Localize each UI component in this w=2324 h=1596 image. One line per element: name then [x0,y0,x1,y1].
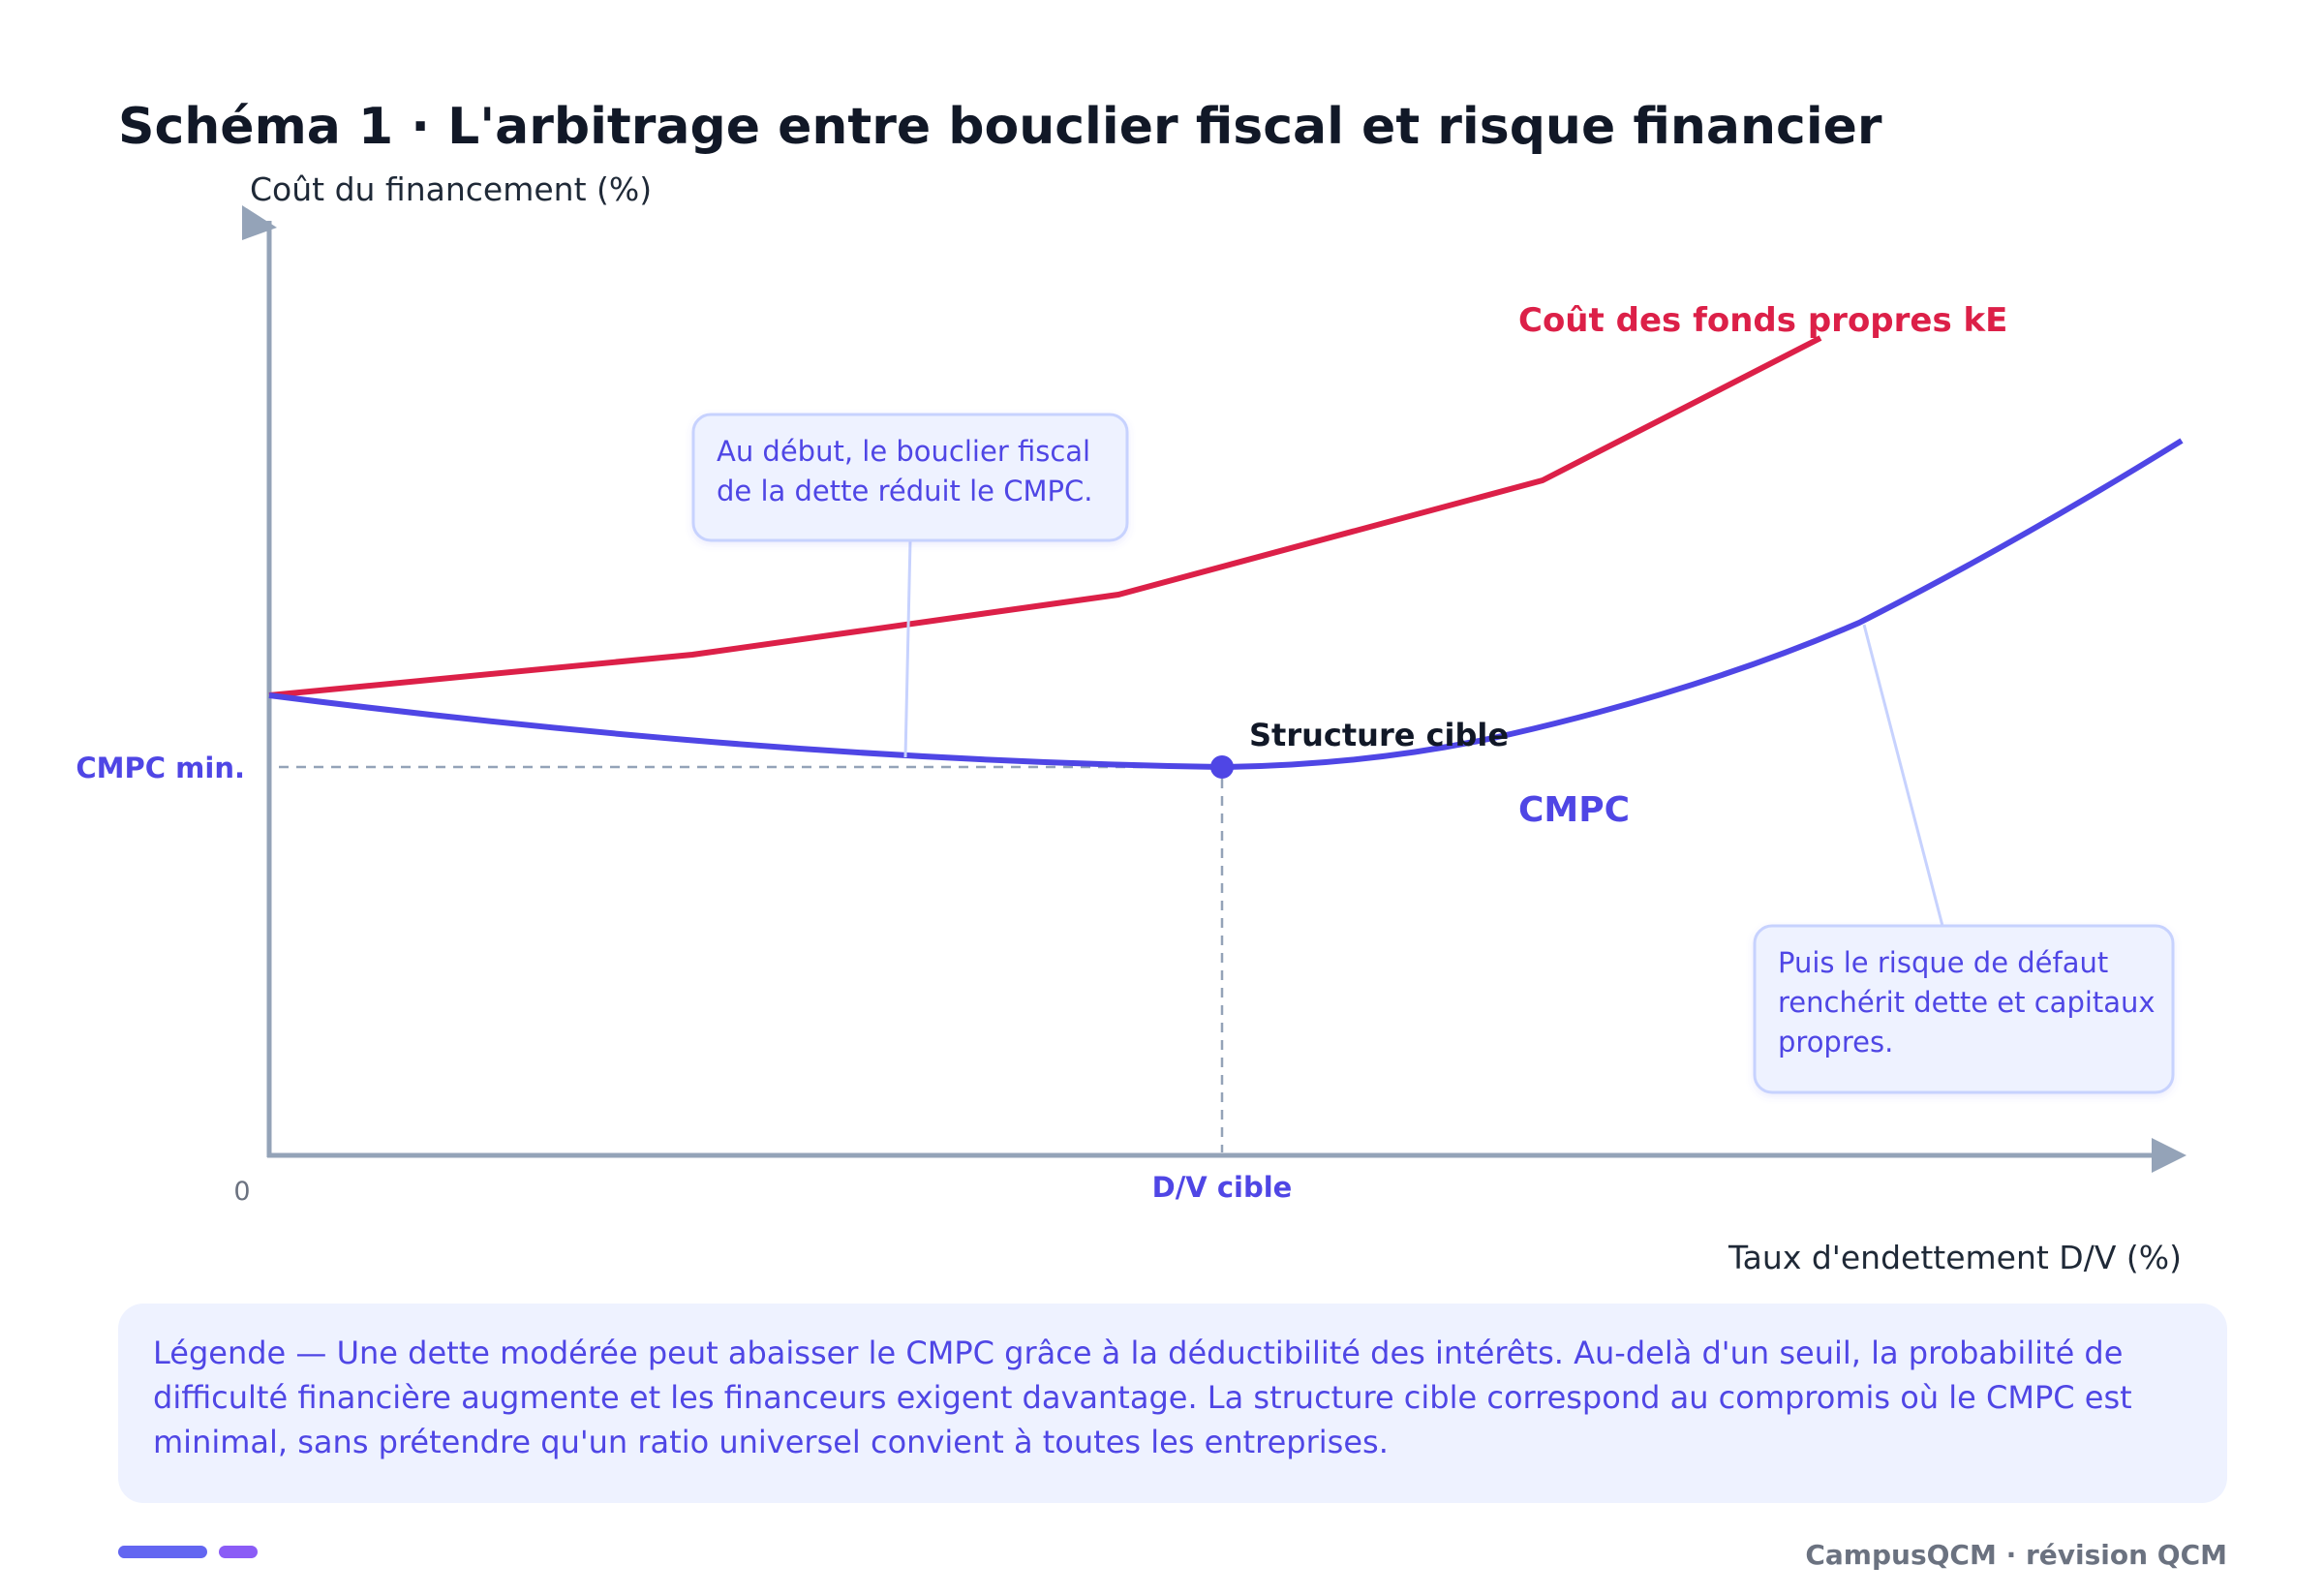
footer-accent-bar-2 [219,1546,258,1558]
axes [242,205,2186,1173]
y-axis-arrow-icon [242,205,277,240]
callout-tax-shield-box [691,413,1129,542]
cmpc-min-label: CMPC min. [76,752,245,784]
target-dv-label: D/V cible [1152,1171,1293,1204]
equity-series-label: Coût des fonds propres kE [1518,301,2007,340]
legend-panel: Légende — Une dette modérée peut abaisse… [118,1304,2227,1503]
legend-line-2: difficulté financière augmente et les fi… [153,1379,2132,1416]
x-axis-title: Taux d'endettement D/V (%) [1728,1239,2182,1276]
callout-default-risk: Puis le risque de défaut renchérit dette… [1753,624,2175,1094]
legend-line-3: minimal, sans prétendre qu'un ratio univ… [153,1424,1389,1460]
legend-box [118,1304,2227,1503]
legend-line-1: Légende — Une dette modérée peut abaisse… [153,1335,2123,1371]
x-axis-arrow-icon [2152,1138,2186,1173]
callout-default-risk-line-2: renchérit dette et capitaux [1778,986,2156,1019]
y-axis-title: Coût du financement (%) [250,170,652,208]
wacc-curve [268,438,2184,770]
target-point [1210,755,1234,779]
callout-tax-shield-line-1: Au début, le bouclier fiscal [717,435,1090,468]
target-structure-label: Structure cible [1249,717,1509,753]
callout-default-risk-line-1: Puis le risque de défaut [1778,946,2108,979]
page-title: Schéma 1 · L'arbitrage entre bouclier fi… [118,98,1882,156]
callout-tax-shield-pointer [903,539,912,758]
callout-tax-shield: Au début, le bouclier fiscal de la dette… [691,413,1129,758]
callout-default-risk-box [1753,924,2175,1094]
wacc-series-label: CMPC [1518,790,1630,830]
footer-accent-bar-1 [118,1546,207,1558]
equity-cost-curve [268,335,1822,698]
origin-label: 0 [233,1177,250,1207]
callout-tax-shield-line-2: de la dette réduit le CMPC. [717,475,1092,507]
footer-brand: CampusQCM · révision QCM [1805,1539,2227,1571]
callout-default-risk-line-3: propres. [1778,1026,1893,1059]
callout-default-risk-pointer [1862,624,1944,927]
